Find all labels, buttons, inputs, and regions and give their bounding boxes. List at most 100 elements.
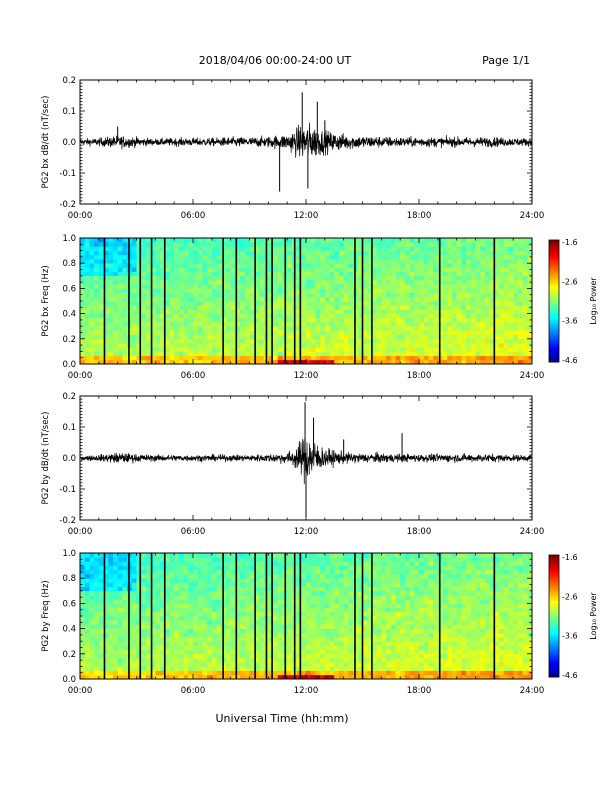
spectrogram-cell bbox=[211, 334, 217, 340]
spectrogram-cell bbox=[390, 355, 396, 361]
spectrogram-cell bbox=[183, 565, 189, 571]
spectrogram-cell bbox=[315, 343, 321, 348]
spectrogram-cell bbox=[235, 330, 241, 335]
spectrogram-cell bbox=[287, 284, 293, 289]
spectrogram-cell bbox=[141, 662, 147, 667]
spectrogram-cell bbox=[174, 607, 180, 613]
spectrogram-cell bbox=[178, 305, 184, 310]
spectrogram-cell bbox=[188, 565, 194, 571]
spectrogram-cell bbox=[320, 301, 326, 306]
spectrogram-cell bbox=[268, 275, 274, 281]
spectrogram-cell bbox=[160, 603, 166, 608]
spectrogram-cell bbox=[211, 620, 217, 625]
spectrogram-cell bbox=[112, 254, 118, 260]
spectrogram-cell bbox=[499, 309, 505, 314]
spectrogram-cell bbox=[145, 607, 151, 613]
spectrogram-cell bbox=[527, 338, 533, 344]
spectrogram-cell bbox=[89, 347, 95, 352]
spectrogram-cell bbox=[419, 242, 425, 247]
spectrogram-cell bbox=[160, 666, 166, 671]
spectrogram-cell bbox=[94, 670, 100, 676]
spectrogram-cell bbox=[193, 263, 199, 268]
spectrogram-cell bbox=[244, 574, 250, 579]
spectrogram-cell bbox=[367, 305, 373, 310]
spectrogram-cell bbox=[414, 326, 420, 331]
spectrogram-cell bbox=[306, 620, 312, 625]
spectrogram-cell bbox=[136, 322, 142, 327]
spectrogram-cell bbox=[447, 275, 453, 281]
spectrogram-cell bbox=[320, 322, 326, 327]
spectrogram-cell bbox=[230, 330, 236, 335]
spectrogram-cell bbox=[178, 666, 184, 671]
spectrogram-cell bbox=[357, 313, 363, 319]
spectrogram-cell bbox=[244, 607, 250, 613]
spectrogram-cell bbox=[155, 343, 161, 348]
spectrogram-cell bbox=[409, 288, 415, 293]
spectrogram-cell bbox=[141, 641, 147, 646]
spectrogram-cell bbox=[249, 624, 255, 629]
spectrogram-cell bbox=[183, 313, 189, 319]
colorbar-swatch bbox=[549, 285, 559, 290]
spectrogram-cell bbox=[268, 338, 274, 344]
spectrogram-cell bbox=[508, 284, 514, 289]
spectrogram-cell bbox=[89, 305, 95, 310]
spectrogram-cell bbox=[324, 616, 330, 621]
spectrogram-cell bbox=[400, 292, 406, 298]
spectrogram-cell bbox=[131, 649, 137, 655]
spectrogram-cell bbox=[334, 296, 340, 302]
spectrogram-cell bbox=[329, 578, 335, 583]
spectrogram-cell bbox=[183, 645, 189, 650]
spectrogram-cell bbox=[136, 616, 142, 621]
spectrogram-cell bbox=[178, 254, 184, 260]
spectrogram-cell bbox=[160, 267, 166, 272]
spectrogram-cell bbox=[301, 280, 307, 285]
spectrogram-cell bbox=[94, 599, 100, 604]
spectrogram-cell bbox=[197, 334, 203, 340]
spectrogram-cell bbox=[277, 271, 283, 277]
spectrogram-cell bbox=[508, 238, 514, 243]
spectrogram-cell bbox=[517, 238, 523, 243]
spectrogram-cell bbox=[301, 343, 307, 348]
spectrogram-cell bbox=[320, 250, 326, 256]
spectrogram-cell bbox=[117, 565, 123, 571]
spectrogram-cell bbox=[183, 317, 189, 323]
spectrogram-cell bbox=[503, 275, 509, 281]
spectrogram-cell bbox=[169, 347, 175, 352]
spectrogram-cell bbox=[306, 267, 312, 272]
y-tick-label: -0.1 bbox=[59, 485, 76, 495]
spectrogram-cell bbox=[240, 645, 246, 650]
spectrogram-cell bbox=[324, 553, 330, 558]
spectrogram-cell bbox=[320, 628, 326, 634]
spectrogram-cell bbox=[499, 326, 505, 331]
spectrogram-cell bbox=[193, 250, 199, 256]
spectrogram-cell bbox=[503, 305, 509, 310]
spectrogram-cell bbox=[235, 259, 241, 264]
spectrogram-cell bbox=[216, 242, 222, 247]
spectrogram-cell bbox=[230, 296, 236, 302]
spectrogram-cell bbox=[484, 254, 490, 260]
spectrogram-cell bbox=[442, 351, 448, 356]
spectrogram-cell bbox=[150, 242, 156, 247]
spectrogram-cell bbox=[428, 338, 434, 344]
spectrogram-cell bbox=[211, 586, 217, 592]
spectrogram-cell bbox=[470, 317, 476, 323]
spectrogram-cell bbox=[136, 280, 142, 285]
spectrogram-cell bbox=[240, 275, 246, 281]
spectrogram-cell bbox=[136, 313, 142, 319]
spectrogram-cell bbox=[442, 313, 448, 319]
spectrogram-cell bbox=[527, 284, 533, 289]
spectrogram-cell bbox=[230, 628, 236, 634]
spectrogram-cell bbox=[447, 242, 453, 247]
spectrogram-cell bbox=[334, 254, 340, 260]
spectrogram-cell bbox=[211, 238, 217, 243]
spectrogram-cell bbox=[273, 561, 279, 566]
spectrogram-cell bbox=[94, 334, 100, 340]
spectrogram-cell bbox=[428, 254, 434, 260]
spectrogram-cell bbox=[310, 658, 316, 663]
spectrogram-cell bbox=[268, 351, 274, 356]
spectrogram-cell bbox=[428, 296, 434, 302]
spectrogram-cell bbox=[258, 653, 264, 659]
spectrogram-cell bbox=[329, 288, 335, 293]
spectrogram-cell bbox=[320, 557, 326, 562]
spectrogram-cell bbox=[461, 343, 467, 348]
